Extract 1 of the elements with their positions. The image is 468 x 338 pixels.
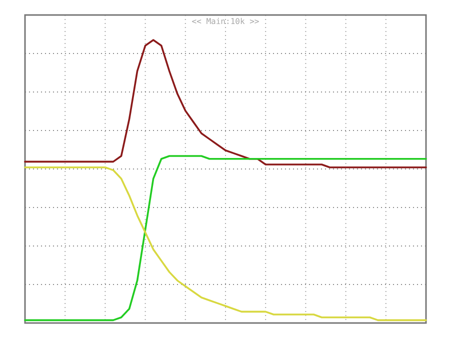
text: << Main:10k >>	[192, 17, 260, 26]
